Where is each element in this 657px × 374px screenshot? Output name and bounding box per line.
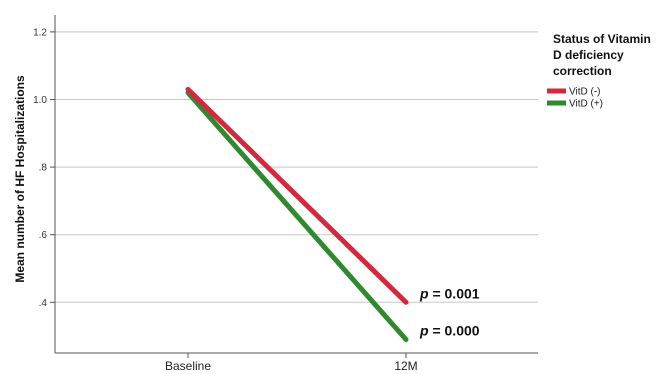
series-line-vitd-pos — [185, 90, 409, 342]
y-tick-label: .6 — [39, 230, 48, 241]
y-tick-labels: .4 .6 .8 1.0 1.2 — [33, 27, 47, 308]
legend-label: VitD (-) — [569, 87, 600, 98]
y-axis-title: Mean number of HF Hospitalizations — [13, 75, 27, 283]
legend-title-line-2: D deficiency — [553, 48, 624, 62]
p-symbol: p — [419, 322, 429, 338]
p-value-label: p = 0.001 — [419, 285, 480, 301]
series-line-vitd-neg — [185, 86, 409, 305]
p-symbol: p — [419, 285, 429, 301]
gridlines — [50, 31, 538, 303]
legend-label: VitD (+) — [569, 99, 603, 110]
y-tick-label: 1.2 — [33, 27, 47, 38]
p-value-text: = 0.000 — [429, 322, 480, 338]
legend: Status of Vitamin D deficiency correctio… — [547, 32, 651, 110]
legend-title-line-1: Status of Vitamin — [553, 32, 651, 46]
y-tick-label: .8 — [39, 163, 48, 174]
x-tick-label: Baseline — [165, 359, 211, 373]
p-value-text: = 0.001 — [429, 285, 480, 301]
y-tick-label: 1.0 — [33, 95, 47, 106]
legend-title-line-3: correction — [553, 64, 612, 78]
x-tick-label: 12M — [394, 359, 417, 373]
x-tick-labels: Baseline 12M — [165, 353, 418, 373]
p-value-label: p = 0.000 — [419, 322, 480, 338]
axes — [54, 15, 538, 354]
y-tick-label: .4 — [39, 298, 48, 309]
legend-items: VitD (-)VitD (+) — [547, 87, 603, 110]
series-lines — [185, 86, 409, 342]
